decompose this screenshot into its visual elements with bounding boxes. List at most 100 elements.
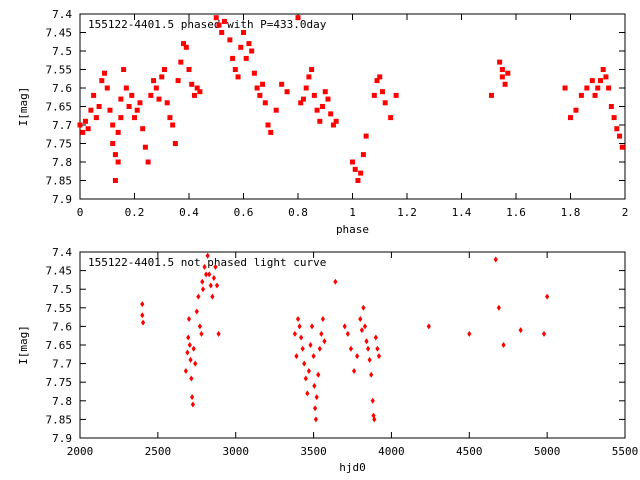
data-point (170, 122, 176, 128)
data-point (502, 81, 508, 87)
data-point (348, 345, 354, 352)
data-point (330, 122, 336, 128)
data-point (148, 92, 154, 98)
data-point (183, 44, 189, 50)
data-point (140, 301, 145, 308)
data-point (393, 92, 399, 98)
data-point (194, 308, 199, 315)
data-point (322, 338, 327, 345)
data-point (617, 133, 623, 139)
data-point (167, 115, 173, 121)
data-point (541, 330, 547, 337)
chart-title: 155122-4401.5 phased with P=433.0day (88, 18, 327, 31)
data-point (91, 92, 97, 98)
data-point (328, 111, 334, 117)
data-point (374, 78, 380, 84)
data-point (151, 78, 157, 84)
x-tick-label: 1 (349, 206, 356, 219)
data-point (207, 271, 212, 278)
data-point (499, 67, 505, 72)
data-point (183, 368, 188, 375)
data-point (197, 89, 203, 95)
data-point (592, 92, 598, 98)
data-point (112, 178, 118, 183)
x-tick-label: 2500 (145, 445, 172, 458)
data-point (350, 159, 355, 165)
data-point (545, 293, 550, 300)
data-point (299, 334, 304, 341)
data-point (322, 89, 328, 95)
data-point (268, 129, 274, 135)
data-point (200, 278, 205, 285)
y-tick-label: 7.45 (46, 265, 73, 278)
y-tick-label: 7.65 (46, 339, 73, 352)
data-point (292, 330, 297, 337)
data-point (309, 323, 315, 330)
data-point (164, 100, 170, 106)
data-point (589, 78, 595, 84)
data-point (345, 330, 350, 337)
y-tick-label: 7.75 (46, 376, 73, 389)
x-tick-label: 0.2 (125, 206, 145, 219)
data-point (190, 401, 195, 408)
data-point (614, 126, 620, 132)
y-tick-label: 7.65 (46, 101, 73, 114)
data-point (82, 118, 88, 124)
data-point (243, 55, 249, 61)
data-point (189, 81, 195, 87)
data-point (115, 129, 121, 135)
x-axis-label: phase (336, 223, 369, 236)
y-tick-label: 7.75 (46, 138, 73, 151)
data-point (102, 70, 108, 76)
y-tick-label: 7.6 (52, 320, 72, 333)
data-point (306, 74, 312, 80)
data-point (140, 126, 146, 132)
x-tick-label: 1.6 (506, 206, 526, 219)
data-point (230, 55, 236, 61)
data-point (196, 293, 201, 300)
data-point (123, 85, 129, 91)
data-point (311, 92, 317, 98)
data-point (595, 85, 601, 91)
data-point (342, 323, 347, 330)
data-point (134, 107, 140, 113)
data-point (302, 360, 307, 367)
data-point (214, 282, 220, 289)
y-tick-label: 7.5 (52, 283, 72, 296)
data-point (140, 312, 145, 319)
data-point (388, 115, 394, 121)
x-tick-label: 3000 (222, 445, 249, 458)
data-point (333, 118, 339, 124)
data-point (153, 85, 159, 91)
data-point (235, 74, 241, 80)
y-tick-label: 7.8 (52, 156, 72, 169)
y-tick-label: 7.55 (46, 302, 73, 315)
data-point (241, 30, 246, 35)
data-point (115, 159, 121, 165)
data-point (358, 170, 364, 176)
chart-panel-2: 7.4 7.45 7.5 7.55 7.6 7.65 7.7 7.75 7.8 7.85 7.920… (17, 246, 638, 474)
data-point (99, 78, 105, 84)
x-tick-label: 1.2 (397, 206, 417, 219)
data-point (190, 394, 195, 401)
data-point (295, 15, 301, 21)
data-point (187, 342, 192, 348)
y-tick-label: 7.9 (52, 193, 72, 206)
y-tick-label: 7.7 (52, 119, 72, 132)
data-point (355, 178, 361, 183)
data-point (355, 353, 360, 360)
x-tick-label: 3500 (300, 445, 327, 458)
data-point (85, 126, 91, 132)
data-point (161, 67, 167, 72)
x-tick-label: 5000 (534, 445, 561, 458)
y-tick-label: 7.55 (46, 64, 73, 77)
data-point (159, 74, 165, 80)
y-axis-label: I[mag] (17, 87, 30, 127)
x-tick-label: 2 (622, 206, 629, 219)
data-point (370, 397, 375, 404)
data-point (373, 334, 378, 341)
x-tick-label: 4000 (378, 445, 405, 458)
data-point (126, 104, 132, 109)
data-point (518, 327, 523, 334)
data-point (189, 375, 194, 382)
